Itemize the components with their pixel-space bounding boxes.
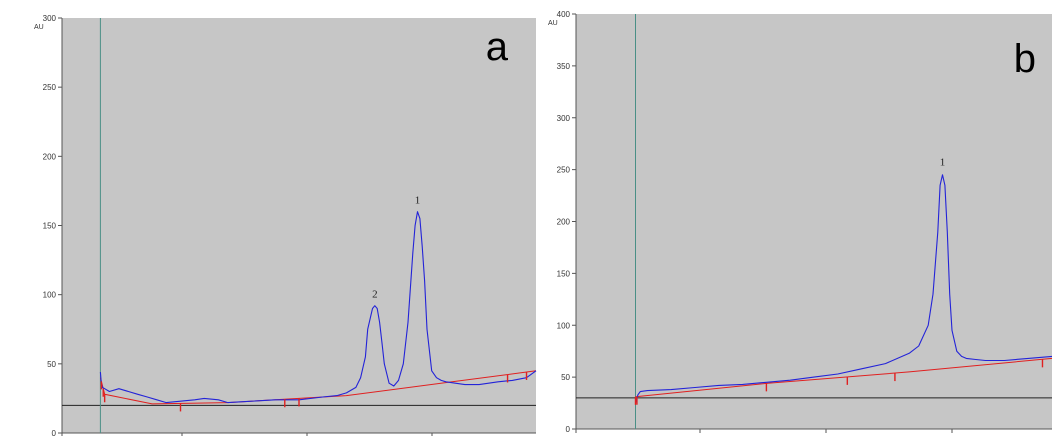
y-tick-label: 250 bbox=[43, 83, 57, 92]
chromatogram-panel-b: 0 50 100 150 200 250 300 350 400 AU 1 b bbox=[540, 0, 1053, 436]
y-tick-label: 0 bbox=[52, 429, 57, 436]
y-tick-label: 50 bbox=[561, 373, 570, 382]
peak-label: 1 bbox=[415, 195, 421, 207]
y-tick-label: 200 bbox=[557, 218, 571, 227]
y-tick-label: 50 bbox=[47, 360, 56, 369]
baseline-line bbox=[635, 357, 1053, 398]
panel-label: a bbox=[486, 25, 509, 69]
y-tick-label: 250 bbox=[557, 166, 571, 175]
y-tick-label: 150 bbox=[43, 222, 57, 231]
plot-area bbox=[576, 14, 1052, 429]
peak-label: 2 bbox=[372, 289, 378, 301]
chromatogram-trace bbox=[634, 174, 1053, 404]
chromatogram-panel-a: 0 50 100 150 200 250 300 AU 1 2 a bbox=[34, 14, 537, 436]
y-tick-label: 0 bbox=[566, 425, 571, 434]
y-tick-label: 100 bbox=[43, 291, 57, 300]
y-tick-label: 400 bbox=[557, 10, 571, 19]
chromatogram-trace bbox=[99, 211, 537, 404]
y-tick-label: 350 bbox=[557, 62, 571, 71]
panel-label: b bbox=[1014, 37, 1036, 81]
plot-area bbox=[62, 18, 536, 433]
peak-label: 1 bbox=[940, 157, 946, 169]
y-tick-label: 100 bbox=[557, 321, 571, 330]
baseline-line bbox=[99, 370, 537, 405]
y-axis-unit-label: AU bbox=[548, 20, 558, 27]
y-tick-label: 150 bbox=[557, 269, 571, 278]
y-tick-label: 200 bbox=[43, 152, 57, 161]
y-axis-unit-label: AU bbox=[34, 24, 44, 31]
y-tick-label: 300 bbox=[557, 114, 571, 123]
y-tick-label: 300 bbox=[43, 14, 57, 23]
